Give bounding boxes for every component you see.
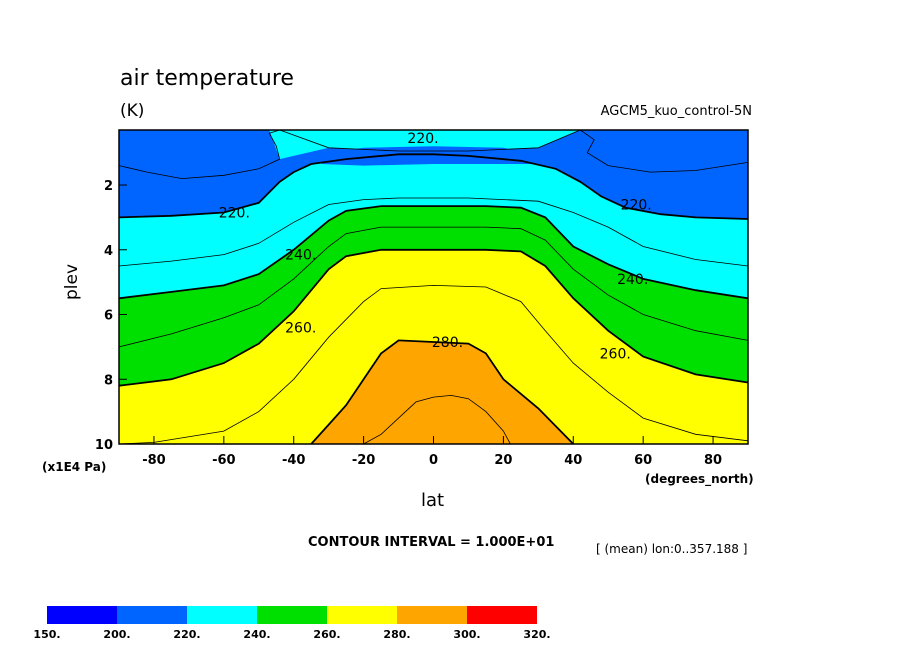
- contour-label: 260.: [600, 346, 631, 362]
- x-tick-label: -40: [282, 453, 306, 468]
- band-fill-280-300: [311, 340, 574, 444]
- colorbar-label: 300.: [453, 628, 480, 641]
- colorbar-swatch: [117, 606, 187, 624]
- colorbar-label: 200.: [103, 628, 130, 641]
- colorbar-swatch: [187, 606, 257, 624]
- x-tick-label: -60: [212, 453, 236, 468]
- contour-label: 240.: [617, 272, 648, 288]
- contour-lines: [119, 130, 748, 444]
- contour-label: 220.: [407, 131, 438, 147]
- y-axis-units: (x1E4 Pa): [42, 460, 107, 474]
- colorbar-label: 240.: [243, 628, 270, 641]
- y-tick-label: 8: [104, 373, 113, 388]
- y-tick-label: 10: [95, 438, 113, 453]
- colorbar-label: 320.: [523, 628, 550, 641]
- contour-label: 280.: [432, 335, 463, 351]
- x-tick-label: 80: [704, 453, 722, 468]
- x-tick-label: -80: [142, 453, 166, 468]
- contour-line-270: [119, 284, 748, 444]
- contour-line-230: [119, 197, 748, 267]
- colorbar-label: 280.: [383, 628, 410, 641]
- contour-line-260: [119, 248, 748, 387]
- contour-label: 220.: [621, 197, 652, 213]
- colorbar-label: 260.: [313, 628, 340, 641]
- x-tick-label: 20: [494, 453, 512, 468]
- colorbar-label: 220.: [173, 628, 200, 641]
- tropical-cold-tongue: [321, 146, 546, 166]
- colorbar-swatch: [257, 606, 327, 624]
- y-axis-label: plev: [62, 263, 82, 300]
- colorbar-label: 150.: [33, 628, 60, 641]
- y-tick-label: 2: [104, 179, 113, 194]
- contour-line-240: [119, 205, 748, 300]
- chart-units: (K): [120, 101, 145, 121]
- colorbar-swatch: [327, 606, 397, 624]
- colorbar-swatch: [397, 606, 467, 624]
- contour-label: 220.: [219, 206, 250, 222]
- x-axis-units: (degrees_north): [645, 472, 754, 486]
- run-label: AGCM5_kuo_control-5N: [600, 104, 752, 119]
- contour-line-220: [119, 153, 748, 220]
- colorbar-swatch: [47, 606, 117, 624]
- colorbar-swatch: [467, 606, 537, 624]
- contour-line-280: [310, 339, 574, 444]
- y-tick-label: 4: [104, 244, 113, 259]
- x-tick-label: -20: [352, 453, 376, 468]
- top-cyan-gap: [269, 130, 581, 160]
- contour-fills: [119, 130, 748, 444]
- x-tick-label: 60: [634, 453, 652, 468]
- y-tick-label: 6: [104, 309, 113, 324]
- contour-line-210: [119, 130, 748, 180]
- contour-line-250: [119, 226, 748, 348]
- x-tick-label: 0: [429, 453, 438, 468]
- contour-line-290: [363, 394, 511, 444]
- contour-label: 240.: [285, 248, 316, 264]
- chart-title: air temperature: [120, 66, 294, 91]
- contour-label: 260.: [285, 320, 316, 336]
- x-axis-label: lat: [421, 490, 445, 511]
- x-tick-label: 40: [564, 453, 582, 468]
- averaging-text: [ (mean) lon:0..357.188 ]: [596, 542, 748, 556]
- contour-interval-text: CONTOUR INTERVAL = 1.000E+01: [308, 535, 555, 550]
